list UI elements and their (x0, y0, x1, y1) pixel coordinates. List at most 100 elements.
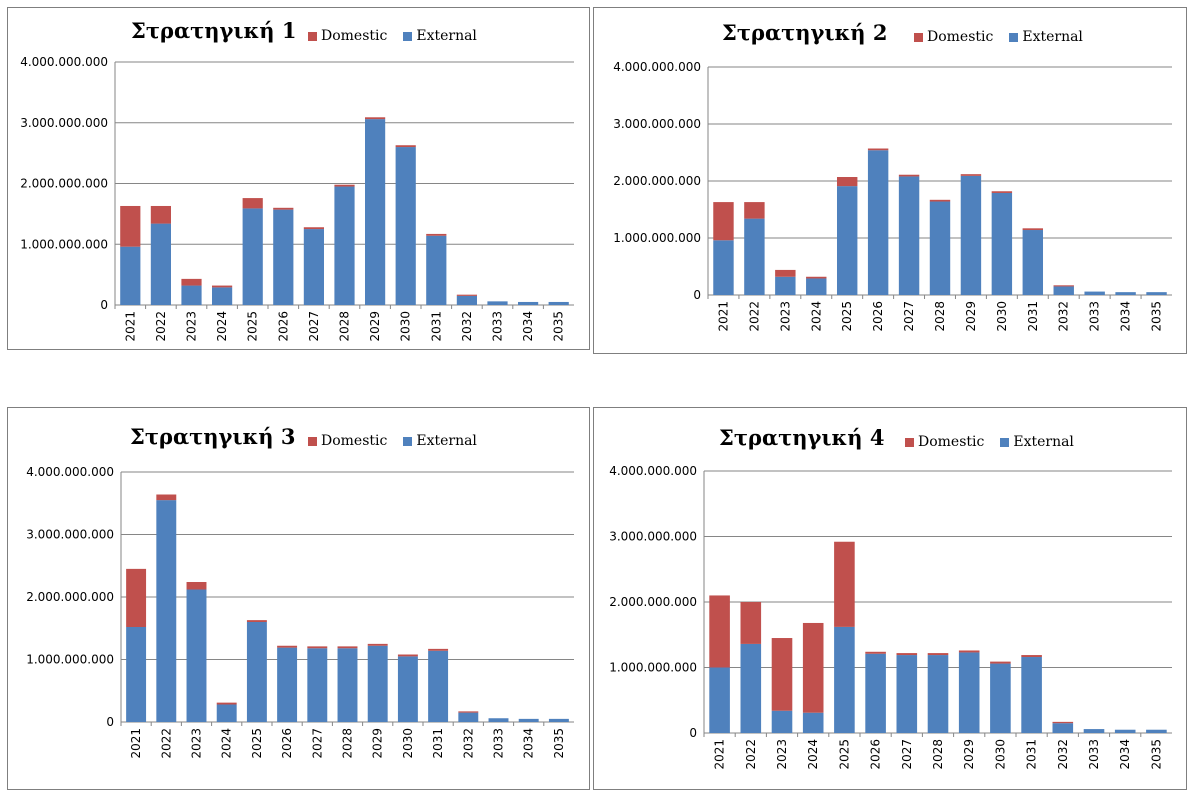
bar-domestic-2031 (428, 648, 449, 651)
chart-legend: Domestic External (905, 434, 1090, 450)
x-tick-label: 2028 (931, 739, 945, 770)
bar-domestic-2031 (1022, 228, 1044, 231)
bar-domestic-2029 (958, 650, 980, 653)
bar-external-2033 (1084, 291, 1105, 295)
x-tick-label: 2023 (778, 301, 792, 332)
x-tick-label: 2031 (1025, 739, 1039, 770)
x-tick-label: 2032 (1057, 301, 1071, 332)
bar-external-2035 (548, 718, 569, 722)
x-tick-label: 2024 (806, 739, 820, 770)
bar-domestic-2021 (126, 568, 147, 627)
x-tick-label: 2025 (246, 311, 260, 342)
x-tick-label: 2035 (1150, 301, 1164, 332)
x-tick-label: 2025 (250, 728, 264, 759)
x-tick-label: 2028 (341, 728, 355, 759)
x-tick-label: 2021 (123, 311, 137, 342)
x-tick-label: 2034 (1118, 739, 1132, 770)
y-tick-label: 4.000.000.000 (26, 465, 114, 479)
x-tick-label: 2022 (154, 311, 168, 342)
bar-external-2025 (836, 186, 858, 295)
legend-item-external: External (1009, 29, 1083, 45)
bar-external-2033 (488, 718, 509, 722)
x-tick-label: 2021 (129, 728, 143, 759)
bar-external-2029 (958, 652, 980, 733)
chart-title: Στρατηγική 1 (131, 18, 297, 43)
chart-panel-1: 0 1.000.000.000 2.000.000.000 3.000.000.000… (7, 7, 590, 350)
chart-legend: Domestic External (914, 29, 1099, 45)
x-tick-label: 2027 (902, 301, 916, 332)
bar-domestic-2029 (365, 117, 386, 120)
bar-domestic-2032 (458, 711, 479, 713)
x-tick-label: 2032 (461, 728, 475, 759)
x-tick-label: 2022 (159, 728, 173, 759)
bar-domestic-2022 (744, 202, 765, 219)
chart-panel-3: 0 1.000.000.000 2.000.000.000 3.000.000.000… (7, 407, 590, 790)
bar-domestic-2024 (802, 622, 824, 713)
bar-external-2029 (960, 175, 982, 295)
bar-external-2024 (216, 704, 237, 722)
chart-svg-3: 0 1.000.000.000 2.000.000.000 3.000.000.000… (26, 465, 574, 759)
legend-label: Domestic (927, 29, 994, 45)
bar-external-2027 (898, 176, 920, 295)
bar-external-2030 (395, 147, 416, 305)
bar-external-2023 (771, 710, 793, 733)
bar-external-2021 (709, 667, 730, 733)
x-tick-label: 2033 (1087, 739, 1101, 770)
chart-svg-2: 0 1.000.000.000 2.000.000.000 3.000.000.000… (613, 60, 1172, 332)
legend-swatch-external (403, 31, 413, 41)
x-tick-label: 2023 (190, 728, 204, 759)
x-tick-label: 2026 (871, 301, 885, 332)
x-tick-label: 2033 (1088, 301, 1102, 332)
bar-external-2027 (307, 648, 328, 722)
x-tick-label: 2021 (713, 739, 727, 770)
y-tick-label: 2.000.000.000 (26, 590, 114, 604)
bar-domestic-2026 (273, 207, 294, 210)
bar-domestic-2028 (337, 646, 358, 649)
chart-legend: Domestic External (308, 28, 493, 44)
bar-external-2027 (896, 655, 918, 733)
x-tick-label: 2030 (401, 728, 415, 759)
bar-domestic-2025 (834, 541, 855, 627)
x-tick-label: 2034 (1119, 301, 1133, 332)
legend-label: External (1022, 29, 1083, 45)
bar-external-2030 (991, 192, 1013, 295)
x-tick-label: 2029 (371, 728, 385, 759)
x-tick-label: 2031 (429, 311, 443, 342)
bar-external-2029 (367, 645, 388, 722)
bar-domestic-2028 (927, 653, 949, 656)
legend-swatch-domestic (308, 31, 317, 41)
bar-external-2028 (337, 648, 358, 722)
legend-swatch-external (1009, 32, 1019, 42)
chart-panel-4: 0 1.000.000.000 2.000.000.000 3.000.000.000… (593, 407, 1187, 790)
legend-item-domestic: Domestic (308, 28, 387, 44)
bar-external-2022 (744, 218, 765, 295)
legend-item-domestic: Domestic (308, 433, 387, 449)
bar-external-2031 (426, 235, 447, 305)
x-tick-label: 2032 (460, 311, 474, 342)
chart-title: Στρατηγική 4 (719, 425, 885, 450)
bar-external-2033 (1083, 729, 1105, 733)
bar-domestic-2031 (426, 233, 447, 236)
x-tick-label: 2033 (492, 728, 506, 759)
chart-title: Στρατηγική 3 (130, 424, 296, 449)
bar-domestic-2024 (806, 276, 827, 279)
x-tick-label: 2022 (747, 301, 761, 332)
bar-domestic-2030 (397, 654, 418, 657)
y-tick-label: 4.000.000.000 (613, 60, 701, 74)
bar-domestic-2021 (709, 595, 730, 668)
bar-external-2021 (713, 240, 734, 295)
legend-item-external: External (403, 28, 477, 44)
x-tick-label: 2027 (900, 739, 914, 770)
bar-domestic-2030 (990, 661, 1011, 664)
x-tick-label: 2035 (552, 728, 566, 759)
legend-label: External (1013, 434, 1074, 450)
bar-external-2026 (273, 209, 294, 305)
bar-external-2031 (428, 650, 449, 722)
x-tick-label: 2024 (809, 301, 823, 332)
x-tick-label: 2034 (522, 728, 536, 759)
bar-domestic-2026 (277, 645, 298, 648)
x-tick-label: 2026 (276, 311, 290, 342)
bar-domestic-2022 (150, 205, 171, 224)
bar-external-2025 (246, 622, 267, 722)
bar-external-2032 (458, 712, 479, 722)
